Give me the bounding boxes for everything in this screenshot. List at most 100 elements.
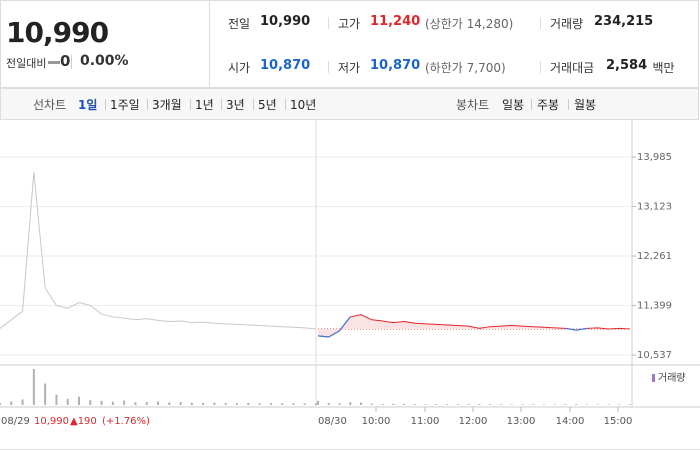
tab[interactable]: 3년 xyxy=(226,98,245,112)
volume-bar xyxy=(89,400,92,405)
tab[interactable]: 1년 xyxy=(195,98,214,112)
volume-bar xyxy=(575,404,578,405)
tab[interactable]: 1일 xyxy=(78,98,98,112)
volume-bar xyxy=(123,400,126,405)
stat-value: 10,870 xyxy=(260,58,311,73)
divider xyxy=(328,61,329,73)
divider xyxy=(147,99,148,110)
x-tick-label: 13:00 xyxy=(507,416,536,427)
stat-note: (하한가 7,700) xyxy=(425,61,506,75)
tab[interactable]: 주봉 xyxy=(537,98,560,112)
tab[interactable]: 10년 xyxy=(290,98,317,112)
summary-change: ▲190 xyxy=(70,416,97,427)
volume-bar xyxy=(303,403,306,405)
volume-bar xyxy=(292,403,295,405)
stat-value: 2,584 xyxy=(606,58,648,73)
volume-bar xyxy=(327,402,330,405)
volume-bar xyxy=(157,401,159,405)
y-tick-label: 13,985 xyxy=(637,152,672,163)
volume-bar xyxy=(435,404,438,405)
stat-label: 고가 xyxy=(338,17,361,31)
volume-bar xyxy=(179,402,182,405)
volume-bar xyxy=(190,402,193,405)
stat-value: 10,870 xyxy=(370,58,421,73)
price-line-down xyxy=(565,327,577,331)
x-tick-label: 14:00 xyxy=(556,416,585,427)
tab[interactable]: 일봉 xyxy=(502,98,525,112)
price-line-down xyxy=(576,327,588,331)
volume-bar xyxy=(78,396,80,405)
y-tick-label: 13,123 xyxy=(637,201,672,212)
volume-bar xyxy=(607,404,610,405)
price-line-down xyxy=(339,316,351,332)
divider xyxy=(285,99,286,110)
x-tick-label: 12:00 xyxy=(459,416,488,427)
volume-bar xyxy=(585,404,588,405)
tab[interactable]: 1주일 xyxy=(110,98,140,112)
volume-bar xyxy=(338,403,341,405)
tab[interactable]: 3개월 xyxy=(152,98,182,112)
volume-bar xyxy=(521,404,524,405)
price-line xyxy=(0,172,317,330)
volume-bar xyxy=(381,403,384,405)
divider xyxy=(540,17,541,29)
tab-group-label: 선차트 xyxy=(33,98,67,112)
divider xyxy=(540,61,541,73)
volume-bar xyxy=(456,404,459,405)
volume-bar xyxy=(360,402,363,405)
x-date-label: 08/29 xyxy=(1,416,30,427)
volume-bar xyxy=(111,401,114,405)
volume-bar xyxy=(618,404,621,405)
volume-bar xyxy=(542,404,545,405)
summary-pct: (+1.76%) xyxy=(102,416,150,427)
volume-bar xyxy=(446,404,449,405)
stat-label: 시가 xyxy=(228,61,251,75)
area-fill xyxy=(318,314,630,338)
stat-value: 10,990 xyxy=(260,14,311,29)
volume-bar xyxy=(392,403,395,405)
volume-bar xyxy=(145,401,148,405)
divider xyxy=(253,99,254,110)
volume-bar xyxy=(424,404,427,405)
y-tick-label: 11,399 xyxy=(637,301,672,312)
flat-icon xyxy=(48,61,60,64)
stat-label: 전일 xyxy=(228,17,251,31)
volume-bar xyxy=(21,399,24,405)
tab[interactable]: 5년 xyxy=(258,98,277,112)
divider xyxy=(568,99,569,110)
volume-bar xyxy=(0,402,1,405)
volume-bar xyxy=(269,403,272,405)
stat-label: 거래대금 xyxy=(550,61,595,75)
y-tick-label: 10,537 xyxy=(637,350,672,361)
tab[interactable]: 월봉 xyxy=(574,98,597,112)
stat-unit: 백만 xyxy=(652,61,675,75)
divider xyxy=(531,99,532,110)
price-line-down xyxy=(328,330,340,338)
volume-bar xyxy=(100,400,103,405)
summary-close: 10,990 xyxy=(34,416,69,427)
volume-bar xyxy=(596,404,599,405)
volume-bar xyxy=(44,383,47,405)
volume-bar xyxy=(532,404,535,405)
volume-bar xyxy=(629,404,631,405)
price-line-down xyxy=(317,335,329,338)
stat-value: 11,240 xyxy=(370,14,421,29)
x-date-label: 08/30 xyxy=(318,416,347,427)
x-tick-label: 15:00 xyxy=(604,416,633,427)
stat-label: 거래량 xyxy=(550,17,584,31)
y-tick-label: 12,261 xyxy=(637,251,672,262)
volume-bar xyxy=(213,402,216,405)
price: 10,990 xyxy=(6,16,109,49)
volume-bar xyxy=(66,398,69,405)
volume-bar xyxy=(553,404,556,405)
volume-bar xyxy=(55,394,58,405)
volume-bar xyxy=(315,403,317,405)
volume-bar xyxy=(403,403,406,405)
volume-bar xyxy=(247,402,250,405)
divider xyxy=(209,0,210,88)
volume-bar xyxy=(202,402,205,405)
tab-group-label: 봉차트 xyxy=(456,98,490,112)
volume-bar xyxy=(258,403,261,405)
header-box xyxy=(0,0,699,88)
